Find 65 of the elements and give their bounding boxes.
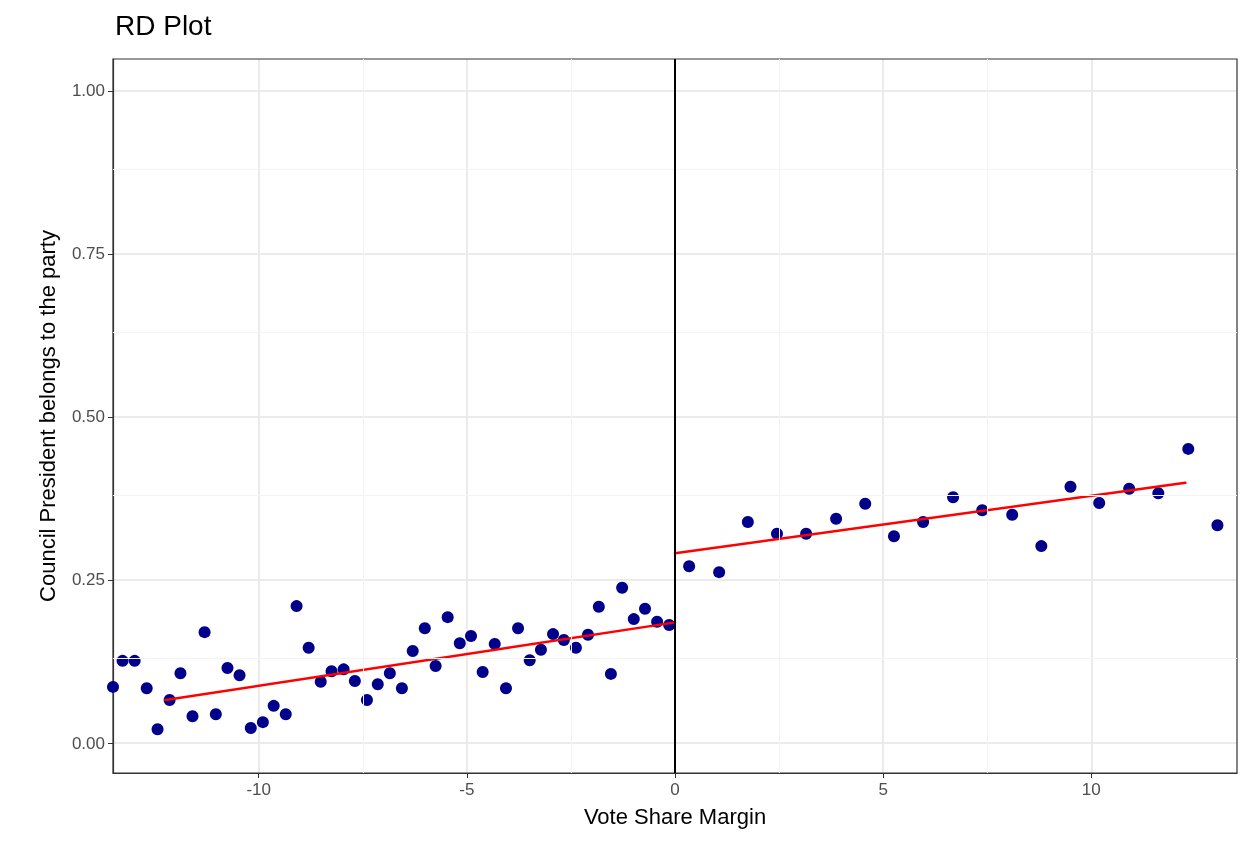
point bbox=[476, 665, 489, 678]
point bbox=[465, 630, 478, 643]
point bbox=[418, 622, 431, 635]
point bbox=[429, 660, 442, 673]
y-axis-title: Council President belongs to the party bbox=[34, 230, 60, 602]
point bbox=[107, 680, 119, 693]
point bbox=[547, 628, 560, 641]
point bbox=[569, 641, 582, 654]
point bbox=[830, 512, 843, 525]
point bbox=[1182, 442, 1195, 455]
x-tick-label: -10 bbox=[246, 780, 271, 799]
point bbox=[383, 667, 396, 680]
point bbox=[441, 611, 454, 624]
point bbox=[151, 723, 164, 736]
point bbox=[453, 637, 466, 650]
point bbox=[488, 637, 501, 650]
point bbox=[604, 667, 617, 680]
point bbox=[859, 497, 872, 510]
point bbox=[186, 710, 199, 723]
chart-title: RD Plot bbox=[115, 9, 212, 41]
y-tick-label: 1.00 bbox=[71, 81, 105, 101]
point bbox=[512, 622, 525, 635]
x-tick-label: 0 bbox=[670, 780, 680, 799]
point bbox=[1211, 519, 1224, 532]
point bbox=[616, 581, 629, 594]
point bbox=[713, 566, 726, 579]
point bbox=[267, 699, 280, 712]
x-tick-label: -5 bbox=[459, 780, 475, 799]
point bbox=[627, 613, 640, 626]
point bbox=[290, 600, 303, 613]
point bbox=[221, 662, 234, 675]
point bbox=[174, 667, 187, 680]
x-tick-label: 5 bbox=[878, 780, 888, 799]
point bbox=[360, 693, 373, 706]
x-axis-title: Vote Share Margin bbox=[583, 803, 767, 829]
point bbox=[500, 682, 512, 695]
point bbox=[256, 716, 269, 729]
y-tick-label: 0.25 bbox=[71, 570, 105, 590]
point bbox=[140, 682, 153, 695]
point bbox=[348, 675, 361, 688]
point bbox=[534, 643, 547, 656]
point bbox=[279, 708, 292, 721]
y-tick-label: 0.00 bbox=[71, 733, 105, 753]
point bbox=[1006, 508, 1019, 521]
point bbox=[209, 708, 222, 721]
y-tick-label: 0.75 bbox=[71, 244, 105, 264]
point bbox=[406, 645, 419, 658]
point bbox=[639, 602, 652, 615]
point bbox=[947, 491, 960, 504]
point bbox=[371, 678, 384, 691]
point bbox=[1064, 480, 1077, 493]
point bbox=[233, 669, 246, 682]
point bbox=[244, 722, 257, 734]
point bbox=[198, 626, 211, 639]
point bbox=[1093, 497, 1106, 510]
point bbox=[302, 641, 315, 654]
point bbox=[741, 515, 754, 528]
point bbox=[314, 675, 327, 688]
point bbox=[887, 530, 900, 543]
y-tick-label: 0.50 bbox=[71, 407, 105, 427]
point bbox=[683, 560, 696, 573]
point bbox=[395, 682, 408, 695]
x-tick-label: 10 bbox=[1081, 780, 1101, 799]
point bbox=[1035, 540, 1048, 553]
point bbox=[592, 600, 605, 613]
